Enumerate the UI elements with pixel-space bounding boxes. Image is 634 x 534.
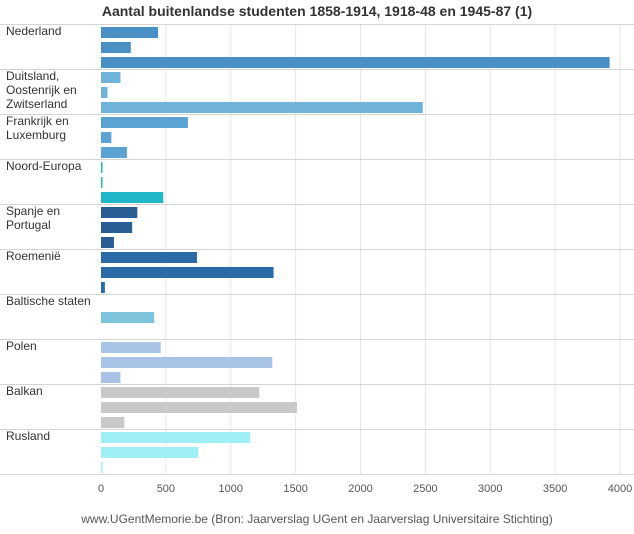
bar <box>101 27 159 38</box>
category-separators <box>0 24 634 475</box>
x-tick-label: 500 <box>157 483 175 495</box>
bar <box>101 192 164 203</box>
category-label-line: Spanje en <box>6 204 60 218</box>
bar <box>101 252 198 263</box>
category-label-line: Noord-Europa <box>6 159 82 173</box>
bar <box>101 72 121 83</box>
x-tick-label: 0 <box>98 483 104 495</box>
chart-title: Aantal buitenlandse studenten 1858-1914,… <box>101 3 533 19</box>
category-label-line: Rusland <box>6 429 50 443</box>
category-label-line: Roemenië <box>6 249 61 263</box>
category-label: Baltische staten <box>6 294 91 308</box>
category-label: Spanje en Portugal <box>6 204 60 232</box>
category-label: Nederland <box>6 24 61 38</box>
bar <box>101 117 188 128</box>
bar <box>101 312 155 323</box>
bar <box>101 417 125 428</box>
category-label-line: Luxemburg <box>6 128 66 142</box>
x-tick-label: 4000 <box>608 483 632 495</box>
bar <box>101 207 138 218</box>
bar <box>101 342 161 353</box>
category-label: Rusland <box>6 429 50 443</box>
bar <box>101 357 273 368</box>
category-label: Frankrijk en Luxemburg <box>6 114 69 142</box>
bar <box>101 432 251 443</box>
bar <box>101 102 423 113</box>
bar <box>101 162 103 173</box>
category-label: Roemenië <box>6 249 61 263</box>
bar <box>101 57 610 68</box>
x-axis-ticks: 0 500 1000 1500 2000 2500 3000 3500 4000 <box>98 483 632 495</box>
category-label: Noord-Europa <box>6 159 82 173</box>
category-label-line: Baltische staten <box>6 294 91 308</box>
category-label-line: Balkan <box>6 384 43 398</box>
category-label: Balkan <box>6 384 43 398</box>
category-label-line: Oostenrijk en <box>6 83 77 97</box>
category-label: Polen <box>6 339 37 353</box>
category-label: Duitsland, Oostenrijk en Zwitserland <box>6 69 77 111</box>
x-tick-label: 1000 <box>219 483 243 495</box>
bar <box>101 42 131 53</box>
x-tick-label: 2000 <box>348 483 372 495</box>
bar <box>101 282 105 293</box>
bar <box>101 177 103 188</box>
category-labels: Nederland Duitsland, Oostenrijk en Zwitserl… <box>6 24 91 443</box>
bar <box>101 387 260 398</box>
x-tick-label: 3000 <box>478 483 502 495</box>
x-tick-label: 2500 <box>413 483 437 495</box>
bar <box>101 462 103 473</box>
bar <box>101 267 274 278</box>
bars <box>101 27 610 473</box>
bar <box>101 222 133 233</box>
category-label-line: Nederland <box>6 24 61 38</box>
category-label-line: Zwitserland <box>6 97 67 111</box>
bar <box>101 447 199 458</box>
x-tick-label: 1500 <box>283 483 307 495</box>
category-label-line: Duitsland, <box>6 69 59 83</box>
source-note: www.UGentMemorie.be (Bron: Jaarverslag U… <box>81 512 553 526</box>
bar <box>101 402 297 413</box>
bar <box>101 372 121 383</box>
category-label-line: Polen <box>6 339 37 353</box>
category-label-line: Portugal <box>6 218 51 232</box>
bar <box>101 237 114 248</box>
bar <box>101 87 108 98</box>
bar <box>101 132 112 143</box>
category-label-line: Frankrijk en <box>6 114 69 128</box>
x-tick-label: 3500 <box>543 483 567 495</box>
bar <box>101 147 127 158</box>
